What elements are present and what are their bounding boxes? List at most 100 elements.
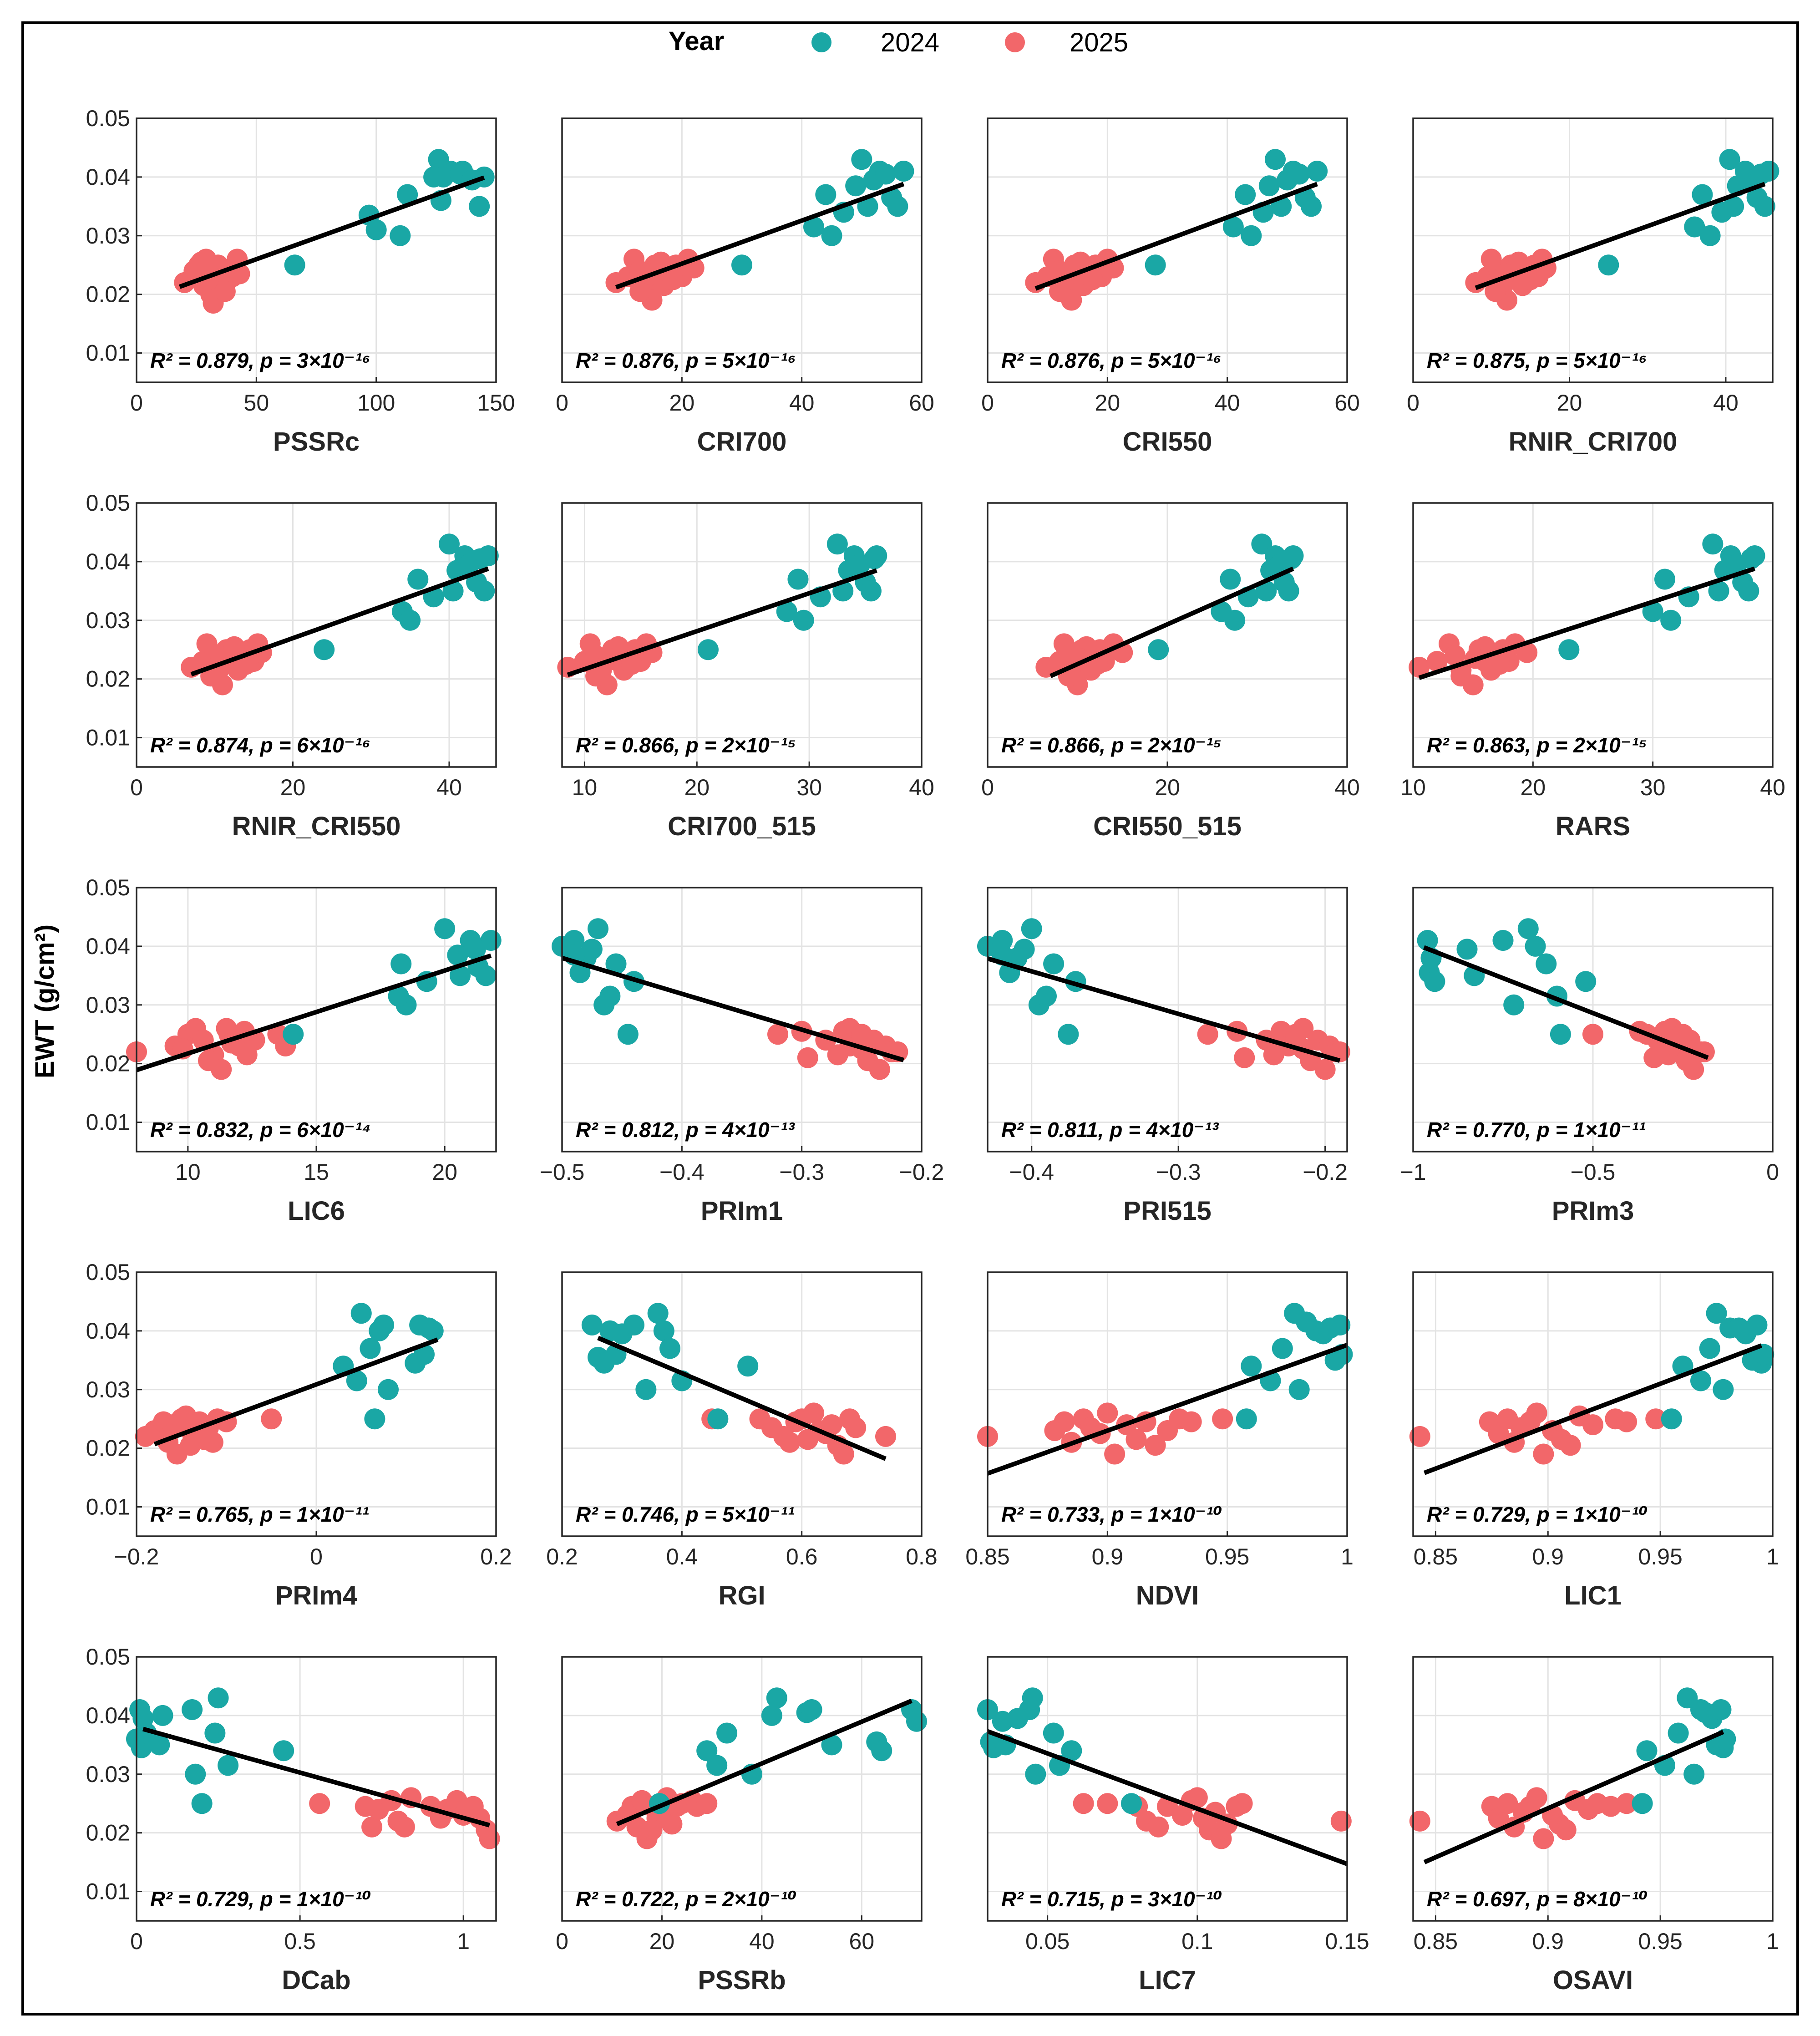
x-tick-label: −0.4	[659, 1159, 705, 1185]
fit-line	[142, 1726, 490, 1828]
plot-frame	[561, 117, 923, 383]
x-tick-label: 30	[796, 775, 822, 800]
fit-line	[1423, 945, 1709, 1060]
x-tick-label: 40	[749, 1929, 775, 1954]
plot-frame	[987, 1656, 1348, 1922]
point-2025	[1516, 642, 1538, 663]
point-2025	[1533, 1828, 1554, 1849]
stats-annotation: R² = 0.879, p = 3×10⁻¹⁶	[150, 349, 370, 372]
x-tick-label: 0.95	[1638, 1929, 1682, 1954]
point-2024	[801, 1699, 822, 1720]
panel-dcab: 0 0.5 1 0.01 0.02 0.03 0.04 0.05 R² = 0.729, p =…	[86, 1644, 500, 1995]
point-2024	[204, 1722, 226, 1744]
point-2024	[1702, 533, 1724, 555]
point-2024	[360, 1338, 381, 1359]
plot-area	[562, 1272, 922, 1536]
fit-line	[1423, 1343, 1763, 1475]
point-2024	[365, 219, 387, 240]
point-2025	[1181, 1411, 1202, 1432]
point-2024	[283, 1024, 304, 1045]
point-2025	[1097, 1793, 1118, 1814]
x-tick-label: −0.3	[1156, 1159, 1201, 1185]
plot-frame	[1412, 1271, 1774, 1537]
plot-frame	[561, 887, 923, 1153]
x-tick-label: 40	[1334, 775, 1360, 800]
x-axis-label: PSSRc	[273, 427, 360, 457]
plot-frame	[561, 1271, 923, 1537]
point-2024	[182, 1699, 203, 1720]
plot-frame	[136, 1656, 497, 1922]
point-2024	[1235, 184, 1256, 205]
point-2024	[450, 965, 471, 986]
point-2024	[1575, 971, 1597, 992]
plot-frame	[561, 1656, 923, 1922]
point-2024	[1492, 930, 1514, 951]
point-2024	[845, 175, 867, 197]
point-2025	[1186, 1787, 1208, 1808]
point-2024	[1417, 930, 1438, 951]
x-axis-label: DCab	[282, 1965, 350, 1995]
x-tick-label: 40	[1760, 775, 1785, 800]
point-2025	[1234, 1047, 1255, 1068]
y-tick-label: 0.02	[86, 1436, 130, 1461]
point-2024	[599, 985, 621, 1007]
x-tick-label: 150	[477, 390, 515, 416]
point-2025	[361, 1816, 383, 1838]
point-2024	[605, 953, 627, 975]
point-2024	[1753, 1344, 1774, 1365]
stats-annotation: R² = 0.876, p = 5×10⁻¹⁶	[576, 349, 796, 372]
point-2024	[1684, 216, 1705, 238]
point-2024	[1699, 225, 1721, 246]
point-2024	[581, 939, 603, 960]
point-2024	[208, 1687, 229, 1709]
point-2024	[864, 548, 885, 569]
point-2024	[388, 985, 409, 1007]
panel-prim1: −0.5 −0.4 −0.3 −0.2 R² = 0.812, p = 4×10⁻¹³ P…	[540, 887, 944, 1226]
point-2025	[1314, 1059, 1336, 1080]
plot-frame	[987, 887, 1348, 1153]
y-tick-label: 0.05	[86, 490, 130, 516]
plot-area	[562, 1657, 922, 1921]
y-tick-label: 0.02	[86, 1051, 130, 1076]
point-2024	[826, 533, 848, 555]
y-tick-label: 0.04	[86, 164, 130, 190]
point-2024	[273, 1740, 294, 1762]
y-tick-label: 0.04	[86, 549, 130, 574]
point-2024	[588, 918, 608, 939]
x-tick-label: −0.3	[779, 1159, 824, 1185]
point-2024	[887, 196, 908, 217]
x-tick-label: −0.2	[1303, 1159, 1348, 1185]
point-2024	[803, 216, 824, 238]
x-tick-label: 0	[310, 1544, 323, 1569]
point-2025	[180, 1435, 201, 1456]
x-tick-label: 50	[244, 390, 269, 416]
point-2024	[314, 639, 335, 660]
point-2024	[438, 533, 460, 555]
stats-annotation: R² = 0.866, p = 2×10⁻¹⁵	[1001, 733, 1222, 757]
x-tick-label: 40	[1713, 390, 1739, 416]
y-tick-label: 0.05	[86, 1259, 130, 1285]
point-2024	[474, 580, 495, 602]
x-tick-label: 0.5	[284, 1929, 316, 1954]
fit-line	[597, 1335, 887, 1461]
point-2024	[1632, 1793, 1653, 1814]
point-2025	[1693, 1041, 1715, 1062]
y-tick-label: 0.01	[86, 1110, 130, 1135]
point-2024	[716, 1722, 738, 1744]
plot-area	[562, 503, 922, 767]
x-axis-label: CRI700	[697, 427, 787, 457]
point-2025	[851, 1024, 872, 1045]
point-2024	[1746, 1315, 1768, 1335]
point-2024	[696, 1740, 718, 1762]
point-2024	[659, 1338, 680, 1359]
x-tick-label: 20	[1095, 390, 1120, 416]
point-2025	[1520, 269, 1541, 290]
point-2024	[851, 149, 872, 170]
point-2025	[779, 1432, 801, 1453]
point-2025	[1073, 1793, 1094, 1814]
point-2024	[1307, 161, 1328, 182]
point-2024	[1690, 1370, 1711, 1391]
y-tick-label: 0.04	[86, 1318, 130, 1344]
point-2025	[1683, 1059, 1704, 1080]
